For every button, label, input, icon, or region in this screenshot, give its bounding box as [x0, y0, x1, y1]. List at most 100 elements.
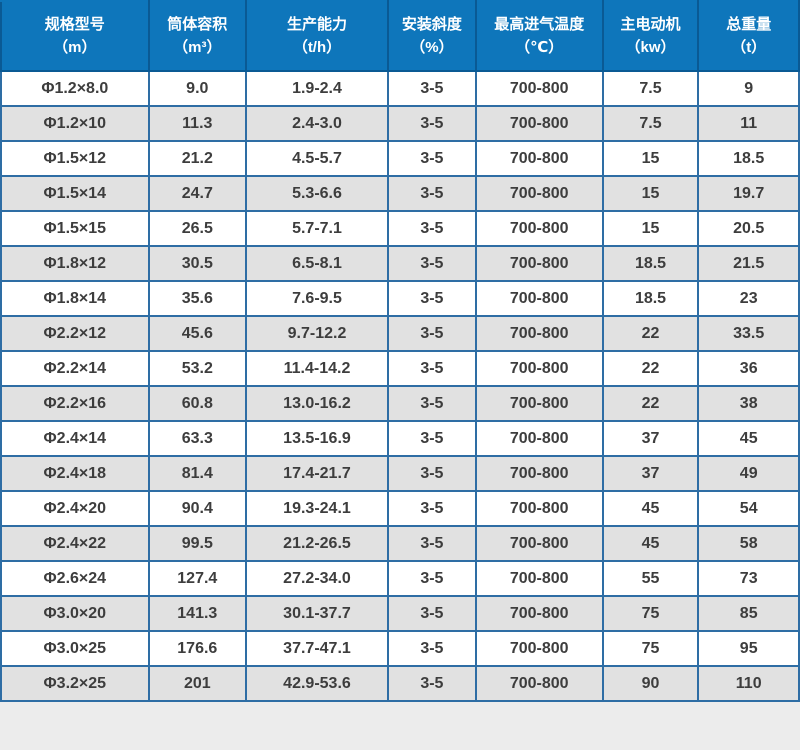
table-cell: 75: [601, 595, 700, 632]
table-cell: 7.5: [601, 105, 700, 142]
table-cell: 9: [697, 70, 800, 107]
equipment-spec-table: 规格型号 （m） 筒体容积 （m³） 生产能力 （t/h） 安装斜度 （%） 最…: [0, 0, 800, 702]
table-row: Φ2.2×16 60.8 13.0-16.2 3-5 700-800 22 38: [0, 385, 800, 422]
table-cell: 3-5: [387, 175, 477, 212]
table-cell: Φ3.0×20: [0, 595, 150, 632]
table-cell: 37.7-47.1: [244, 630, 390, 667]
table-cell: 45.6: [147, 315, 247, 352]
table-cell: 73: [697, 560, 800, 597]
table-cell: Φ1.8×14: [0, 280, 150, 317]
table-cell: 3-5: [387, 490, 477, 527]
table-cell: 26.5: [147, 210, 247, 247]
table-cell: 700-800: [474, 350, 604, 387]
table-cell: Φ2.6×24: [0, 560, 150, 597]
table-cell: 30.5: [147, 245, 247, 282]
table-row: Φ3.0×20 141.3 30.1-37.7 3-5 700-800 75 85: [0, 595, 800, 632]
column-header-slope: 安装斜度 （%）: [387, 0, 477, 72]
table-cell: Φ1.8×12: [0, 245, 150, 282]
table-cell: 45: [697, 420, 800, 457]
table-cell: Φ2.4×22: [0, 525, 150, 562]
table-cell: 700-800: [474, 455, 604, 492]
table-cell: 3-5: [387, 350, 477, 387]
table-cell: Φ2.4×18: [0, 455, 150, 492]
table-cell: 55: [601, 560, 700, 597]
table-row: Φ1.8×14 35.6 7.6-9.5 3-5 700-800 18.5 23: [0, 280, 800, 317]
table-cell: 37: [601, 455, 700, 492]
table-cell: 18.5: [697, 140, 800, 177]
table-cell: Φ2.2×14: [0, 350, 150, 387]
table-row: Φ1.2×10 11.3 2.4-3.0 3-5 700-800 7.5 11: [0, 105, 800, 142]
header-row: 规格型号 （m） 筒体容积 （m³） 生产能力 （t/h） 安装斜度 （%） 最…: [0, 0, 800, 72]
table-cell: 85: [697, 595, 800, 632]
table-row: Φ1.5×15 26.5 5.7-7.1 3-5 700-800 15 20.5: [0, 210, 800, 247]
table-cell: 42.9-53.6: [244, 665, 390, 702]
column-header-main-motor: 主电动机 （kw）: [601, 0, 700, 72]
table-cell: 3-5: [387, 315, 477, 352]
table-cell: 700-800: [474, 245, 604, 282]
table-cell: 3-5: [387, 280, 477, 317]
table-row: Φ2.2×12 45.6 9.7-12.2 3-5 700-800 22 33.5: [0, 315, 800, 352]
table-cell: 13.5-16.9: [244, 420, 390, 457]
table-cell: Φ3.0×25: [0, 630, 150, 667]
table-cell: 81.4: [147, 455, 247, 492]
table-cell: 3-5: [387, 245, 477, 282]
table-cell: 49: [697, 455, 800, 492]
column-header-capacity: 生产能力 （t/h）: [244, 0, 390, 72]
table-cell: 700-800: [474, 665, 604, 702]
table-cell: Φ1.2×8.0: [0, 70, 150, 107]
table-cell: 700-800: [474, 490, 604, 527]
header-unit: （t/h）: [292, 39, 342, 56]
table-cell: 18.5: [601, 245, 700, 282]
table-cell: Φ2.4×20: [0, 490, 150, 527]
table-cell: 176.6: [147, 630, 247, 667]
table-cell: 3-5: [387, 420, 477, 457]
header-title: 规格型号: [44, 15, 105, 33]
table-cell: 3-5: [387, 70, 477, 107]
header-unit: （%）: [410, 39, 454, 56]
table-cell: 11: [697, 105, 800, 142]
table-cell: 3-5: [387, 210, 477, 247]
table-row: Φ1.2×8.0 9.0 1.9-2.4 3-5 700-800 7.5 9: [0, 70, 800, 107]
table-cell: 13.0-16.2: [244, 385, 390, 422]
table-cell: 11.4-14.2: [244, 350, 390, 387]
table-cell: Φ3.2×25: [0, 665, 150, 702]
table-cell: 21.2-26.5: [244, 525, 390, 562]
table-cell: 2.4-3.0: [244, 105, 390, 142]
table-row: Φ1.8×12 30.5 6.5-8.1 3-5 700-800 18.5 21.5: [0, 245, 800, 282]
table-cell: 5.3-6.6: [244, 175, 390, 212]
header-unit: （t）: [731, 39, 767, 56]
table-cell: 45: [601, 525, 700, 562]
table-cell: 700-800: [474, 595, 604, 632]
table-cell: 15: [601, 140, 700, 177]
table-cell: 36: [697, 350, 800, 387]
header-title: 筒体容积: [167, 15, 228, 33]
table-cell: 15: [601, 210, 700, 247]
table-cell: Φ1.5×12: [0, 140, 150, 177]
table-cell: 3-5: [387, 105, 477, 142]
table-cell: 4.5-5.7: [244, 140, 390, 177]
table-cell: 63.3: [147, 420, 247, 457]
table-row: Φ2.4×18 81.4 17.4-21.7 3-5 700-800 37 49: [0, 455, 800, 492]
table-cell: 33.5: [697, 315, 800, 352]
table-cell: 45: [601, 490, 700, 527]
column-header-max-inlet-temp: 最高进气温度 （℃）: [474, 0, 604, 72]
table-cell: 700-800: [474, 420, 604, 457]
table-cell: 60.8: [147, 385, 247, 422]
table-cell: 22: [601, 385, 700, 422]
table-cell: 700-800: [474, 70, 604, 107]
table-cell: 3-5: [387, 385, 477, 422]
table-cell: Φ1.5×15: [0, 210, 150, 247]
header-title: 主电动机: [620, 15, 681, 33]
column-header-cylinder-volume: 筒体容积 （m³）: [147, 0, 247, 72]
table-row: Φ1.5×12 21.2 4.5-5.7 3-5 700-800 15 18.5: [0, 140, 800, 177]
table-cell: 75: [601, 630, 700, 667]
header-unit: （m）: [53, 39, 97, 56]
table-cell: 35.6: [147, 280, 247, 317]
table-cell: 1.9-2.4: [244, 70, 390, 107]
column-header-model: 规格型号 （m）: [0, 0, 150, 72]
table-cell: 700-800: [474, 385, 604, 422]
table-cell: 6.5-8.1: [244, 245, 390, 282]
table-cell: 700-800: [474, 105, 604, 142]
table-cell: 19.3-24.1: [244, 490, 390, 527]
table-cell: 23: [697, 280, 800, 317]
